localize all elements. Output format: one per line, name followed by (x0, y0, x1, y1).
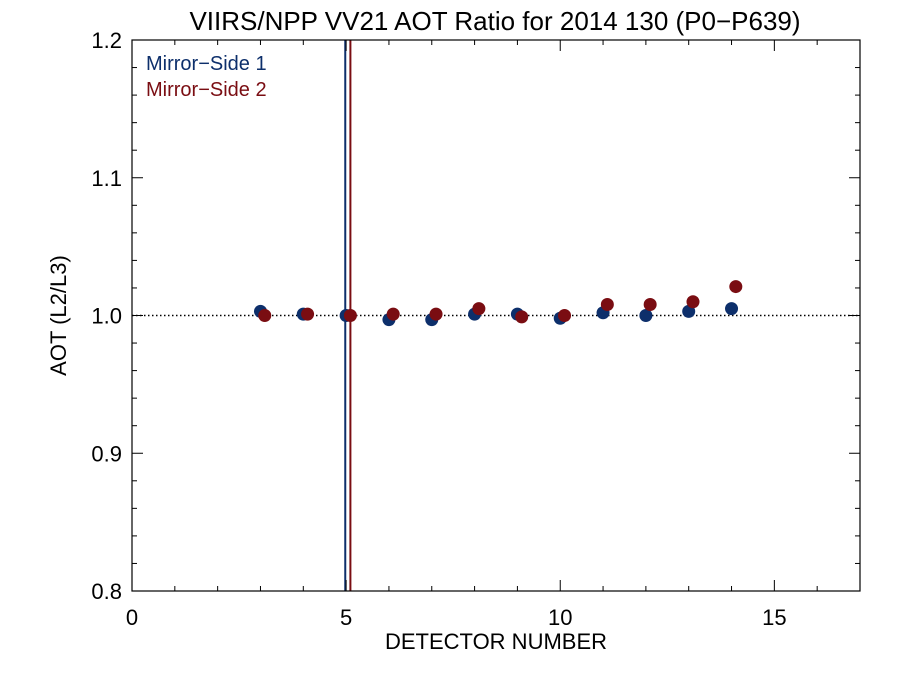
data-point-series-2 (429, 307, 443, 321)
data-point-series-2 (643, 297, 657, 311)
y-tick-label: 0.8 (91, 579, 122, 604)
x-tick-label: 5 (340, 605, 352, 630)
y-tick-label: 1.0 (91, 304, 122, 329)
legend-entry-mirror-side-1: Mirror−Side 1 (146, 53, 267, 75)
x-tick-label: 10 (548, 605, 572, 630)
data-points (253, 280, 743, 327)
data-point-series-2 (343, 309, 357, 322)
data-point-series-2 (558, 309, 572, 322)
data-point-series-2 (301, 307, 315, 321)
x-tick-label: 15 (762, 605, 786, 630)
y-tick-label: 0.9 (91, 441, 122, 466)
data-point-series-1 (725, 302, 739, 316)
tick-labels: 0 5 10 15 0.8 0.9 1.0 1.1 1.2 (91, 28, 786, 630)
chart-title: VIIRS/NPP VV21 AOT Ratio for 2014 130 (P… (189, 6, 800, 36)
x-tick-label: 0 (126, 605, 138, 630)
legend-entry-mirror-side-2: Mirror−Side 2 (146, 79, 267, 101)
data-point-series-2 (729, 280, 743, 294)
data-point-series-2 (600, 297, 614, 311)
y-tick-label: 1.2 (91, 28, 122, 53)
data-point-series-2 (686, 295, 700, 309)
legend: Mirror−Side 1 Mirror−Side 2 (146, 53, 267, 101)
x-axis-label: DETECTOR NUMBER (385, 629, 607, 654)
data-point-series-2 (258, 309, 272, 322)
y-tick-label: 1.1 (91, 166, 122, 191)
data-point-series-2 (386, 307, 400, 321)
y-axis-label: AOT (L2/L3) (46, 255, 71, 376)
data-point-series-2 (515, 310, 529, 324)
plot-frame (131, 39, 861, 592)
data-point-series-1 (639, 309, 653, 322)
data-point-series-2 (472, 302, 486, 316)
reference-layer (132, 40, 860, 591)
